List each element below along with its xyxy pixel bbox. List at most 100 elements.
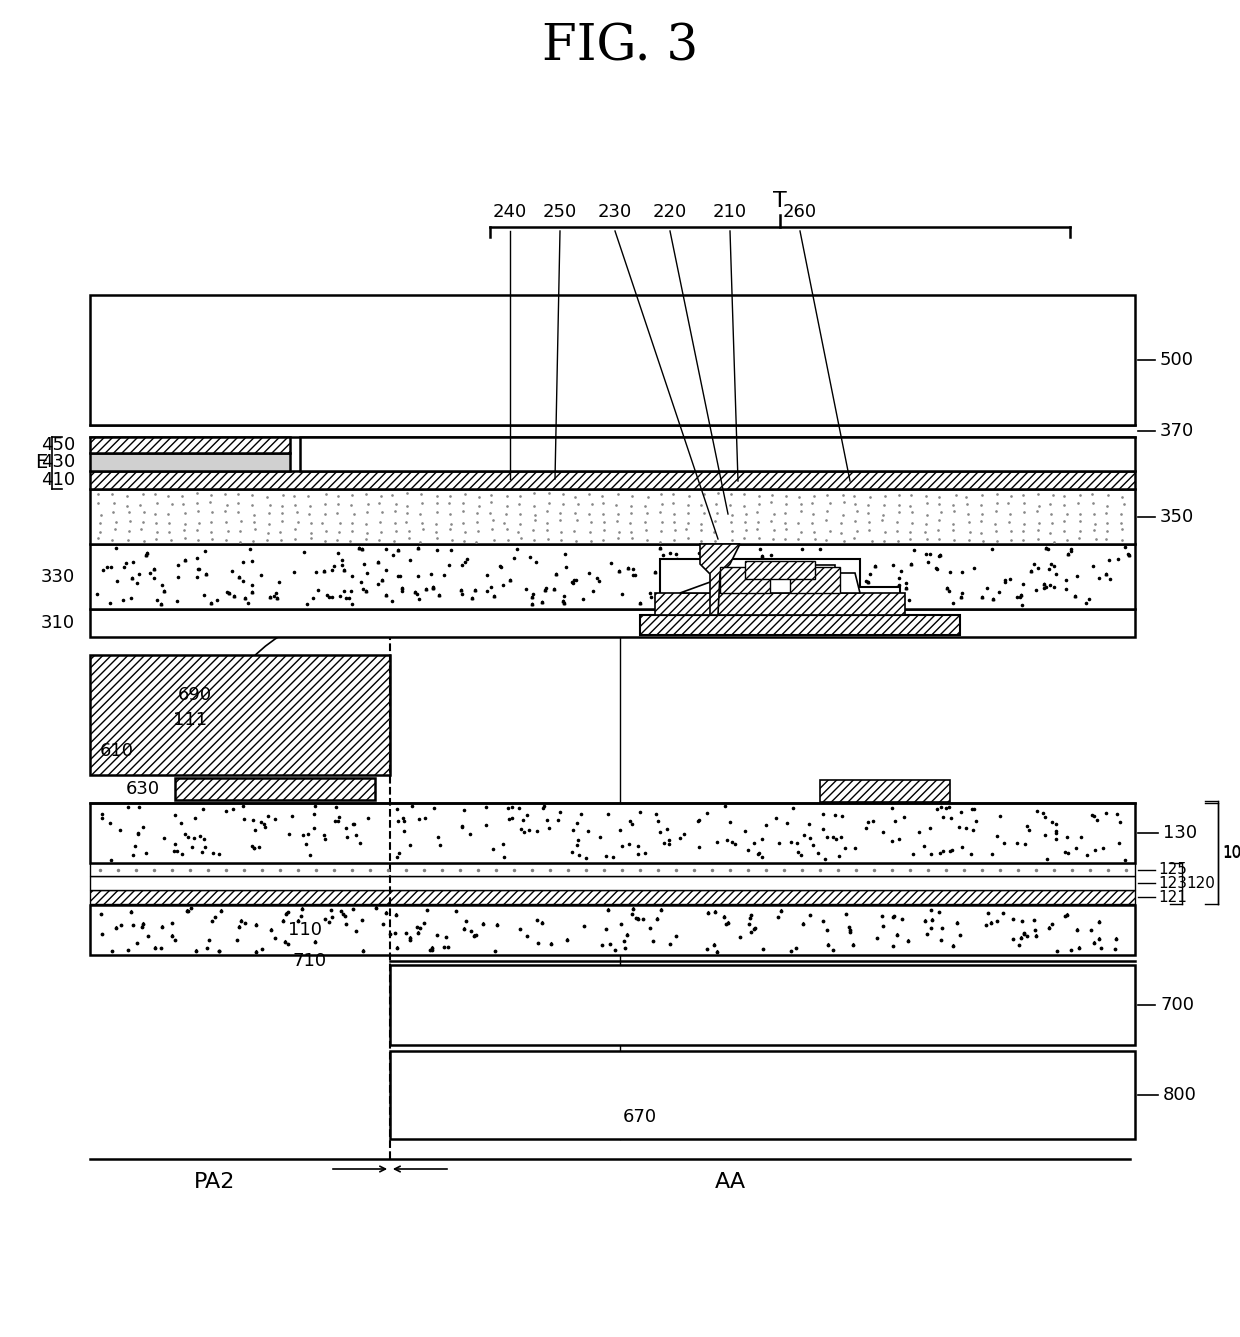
Point bbox=[598, 898, 618, 920]
Point bbox=[376, 901, 396, 923]
Point bbox=[532, 591, 552, 612]
Point bbox=[392, 580, 412, 602]
Point bbox=[1013, 910, 1033, 932]
Point bbox=[771, 900, 791, 921]
Point bbox=[950, 816, 970, 837]
Point bbox=[554, 543, 574, 564]
Point bbox=[574, 916, 594, 937]
Bar bbox=[91, 489, 1135, 544]
Bar bbox=[91, 655, 391, 775]
Polygon shape bbox=[660, 559, 900, 615]
Point bbox=[826, 575, 846, 596]
Point bbox=[567, 813, 587, 834]
Point bbox=[201, 592, 221, 614]
Point bbox=[343, 813, 363, 834]
Point bbox=[430, 834, 450, 856]
Point bbox=[563, 572, 583, 594]
Point bbox=[577, 848, 596, 869]
Point bbox=[181, 897, 201, 919]
Point bbox=[372, 570, 392, 591]
Point bbox=[294, 541, 314, 563]
Text: 610: 610 bbox=[100, 742, 134, 759]
Point bbox=[553, 586, 573, 607]
Point bbox=[532, 913, 552, 935]
Point bbox=[1069, 937, 1089, 959]
Point bbox=[956, 817, 976, 838]
Point bbox=[952, 562, 972, 583]
Point bbox=[329, 543, 348, 564]
Point bbox=[987, 825, 1007, 846]
Point bbox=[554, 592, 574, 614]
Point bbox=[335, 905, 355, 927]
Point bbox=[936, 798, 956, 820]
Point bbox=[614, 931, 634, 952]
Point bbox=[899, 590, 919, 611]
Point bbox=[334, 904, 353, 925]
Point bbox=[625, 564, 645, 586]
Point bbox=[832, 805, 852, 826]
Point bbox=[740, 921, 760, 943]
Point bbox=[1017, 814, 1037, 836]
Point bbox=[388, 539, 408, 560]
Point bbox=[165, 805, 185, 826]
Point bbox=[562, 572, 582, 594]
Point bbox=[267, 587, 286, 608]
Point bbox=[153, 575, 172, 596]
Point bbox=[229, 916, 249, 937]
Point bbox=[348, 537, 368, 559]
Point bbox=[407, 583, 427, 604]
Point bbox=[1022, 560, 1042, 582]
Point bbox=[92, 808, 112, 829]
Point bbox=[596, 846, 616, 868]
Point bbox=[372, 570, 392, 591]
Point bbox=[920, 544, 940, 566]
Point bbox=[419, 940, 439, 961]
Point bbox=[962, 798, 982, 820]
Point bbox=[787, 833, 807, 854]
Point bbox=[322, 906, 342, 928]
Point bbox=[1047, 828, 1066, 849]
Point bbox=[315, 825, 335, 846]
Point bbox=[196, 563, 216, 584]
Point bbox=[216, 800, 236, 821]
Point bbox=[766, 808, 786, 829]
Point bbox=[320, 586, 340, 607]
Point bbox=[982, 842, 1002, 864]
Point bbox=[208, 940, 228, 961]
Point bbox=[1022, 560, 1042, 582]
Point bbox=[523, 584, 543, 606]
Point bbox=[196, 563, 216, 584]
Point bbox=[353, 579, 373, 600]
Point bbox=[718, 912, 738, 933]
Point bbox=[1007, 833, 1027, 854]
Point bbox=[242, 836, 262, 857]
Point bbox=[653, 544, 673, 566]
Point bbox=[1003, 929, 1023, 951]
Point bbox=[735, 820, 755, 841]
Point bbox=[351, 572, 371, 594]
Point bbox=[605, 940, 625, 961]
Point bbox=[399, 834, 419, 856]
Point bbox=[1056, 578, 1076, 599]
Point bbox=[934, 841, 954, 862]
Point bbox=[454, 917, 474, 939]
Point bbox=[744, 832, 764, 853]
Point bbox=[811, 551, 831, 572]
Point bbox=[277, 904, 296, 925]
Text: 240: 240 bbox=[492, 203, 527, 221]
Point bbox=[930, 544, 950, 566]
Point bbox=[1068, 920, 1087, 941]
Point bbox=[858, 571, 878, 592]
Point bbox=[140, 563, 160, 584]
Point bbox=[1089, 910, 1109, 932]
Text: 350: 350 bbox=[1159, 508, 1194, 525]
Point bbox=[247, 915, 267, 936]
Point bbox=[227, 929, 247, 951]
Point bbox=[1079, 588, 1099, 610]
Point bbox=[805, 584, 825, 606]
Point bbox=[539, 818, 559, 840]
Point bbox=[465, 579, 485, 600]
Point bbox=[810, 537, 830, 559]
Point bbox=[176, 898, 196, 920]
Point bbox=[861, 563, 880, 584]
